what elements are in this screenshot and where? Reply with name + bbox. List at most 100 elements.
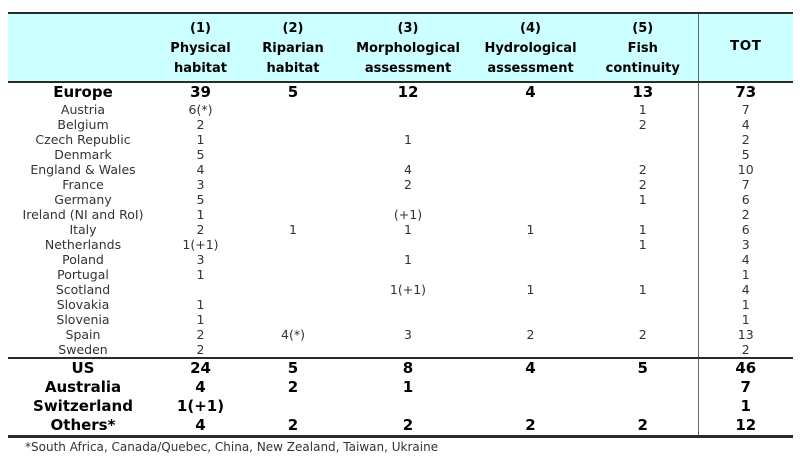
cell-value: 3 — [404, 327, 412, 342]
row-label: US — [8, 357, 158, 378]
cell-value — [473, 397, 588, 416]
cell-value — [343, 117, 473, 132]
col-number: (2) — [282, 21, 304, 36]
cell-value: 1 — [404, 222, 412, 237]
cell-value: 2 — [638, 117, 647, 132]
cell-total: 10 — [697, 162, 793, 177]
cell-value: 2 — [287, 416, 299, 434]
cell-value — [473, 207, 588, 222]
cell-value — [343, 237, 473, 252]
cell-value — [158, 282, 243, 297]
cell-value: 5 — [287, 83, 299, 101]
col-label-line1: Morphological — [356, 41, 460, 56]
row-label: France — [62, 177, 104, 192]
cell-total: 2 — [697, 132, 793, 147]
row-label: Spain — [65, 327, 101, 342]
table-row: Poland 3 1 4 — [8, 252, 793, 267]
cell-total: 1 — [697, 312, 793, 327]
row-label: Poland — [62, 252, 104, 267]
col-label: Morphological assessment — [343, 39, 473, 79]
cell-value — [473, 162, 588, 177]
cell-value: 24 — [158, 357, 243, 378]
row-label: Portugal — [57, 267, 109, 282]
assessment-methods-table: (1) Physical habitat (2) Riparian habita… — [8, 12, 793, 438]
col-label-line1: Fish — [627, 41, 658, 56]
cell-total: 4 — [697, 117, 793, 132]
cell-value: 1 — [196, 207, 205, 222]
table-row: Netherlands 1(+1) 1 3 — [8, 237, 793, 252]
cell-value: 4(*) — [281, 327, 305, 342]
cell-value — [343, 312, 473, 327]
cell-value — [473, 297, 588, 312]
table-row: Europe 39 5 12 4 13 73 — [8, 82, 793, 102]
row-label: Belgium — [57, 117, 109, 132]
cell-value — [473, 342, 588, 358]
cell-total: 1 — [697, 397, 793, 416]
cell-value: 13 — [632, 83, 654, 101]
table-body: Europe 39 5 12 4 13 73 Austria 6(*) 1 7 Belgium 2 2 4 C… — [8, 82, 793, 437]
row-label: England & Wales — [30, 162, 136, 177]
cell-value: 2 — [404, 177, 412, 192]
cell-value — [588, 297, 698, 312]
cell-total: 2 — [697, 342, 793, 358]
cell-value: 1 — [526, 282, 535, 297]
cell-value: (+1) — [393, 207, 423, 222]
cell-value: 1 — [196, 312, 205, 327]
table-row: Ireland (NI and RoI) 1 (+1) 2 — [8, 207, 793, 222]
cell-value: 1 — [196, 297, 205, 312]
cell-total: 12 — [697, 416, 793, 437]
row-label: Italy — [69, 222, 97, 237]
cell-value — [473, 267, 588, 282]
cell-value: 1 — [638, 237, 647, 252]
cell-value: 1 — [404, 132, 412, 147]
row-label: Czech Republic — [35, 132, 131, 147]
cell-value — [243, 162, 343, 177]
cell-value: 2 — [637, 416, 648, 434]
cell-value — [343, 267, 473, 282]
row-label: Denmark — [54, 147, 112, 162]
cell-value: 1 — [638, 222, 647, 237]
col-label-line1: Hydrological — [484, 41, 577, 56]
cell-value: 1 — [196, 267, 205, 282]
cell-value: 5 — [243, 357, 343, 378]
cell-value: 1 — [289, 222, 297, 237]
cell-value: 6(*) — [188, 102, 213, 117]
col-label-line2: habitat — [174, 61, 227, 76]
cell-value: 39 — [190, 83, 211, 101]
cell-total: 73 — [697, 82, 793, 102]
cell-value: 1 — [196, 132, 205, 147]
cell-value: 2 — [196, 342, 205, 357]
cell-value — [243, 397, 343, 416]
cell-value: 1(+1) — [389, 282, 427, 297]
cell-value: 1 — [526, 222, 535, 237]
cell-value: 4 — [473, 357, 588, 378]
cell-value — [588, 397, 698, 416]
cell-value — [343, 147, 473, 162]
header-row: (1) Physical habitat (2) Riparian habita… — [8, 13, 793, 83]
cell-value: 2 — [638, 162, 647, 177]
cell-value — [343, 397, 473, 416]
cell-value: 2 — [196, 327, 205, 342]
col-label-line1: Riparian — [262, 41, 324, 56]
col-label: Riparian habitat — [243, 39, 343, 79]
cell-value — [243, 177, 343, 192]
cell-value: 2 — [525, 416, 536, 434]
cell-value: 3 — [196, 252, 205, 267]
col-label-line2: continuity — [605, 61, 680, 76]
table-row: Sweden 2 2 — [8, 342, 793, 358]
cell-value — [473, 378, 588, 397]
col-label-line1: Physical — [170, 41, 231, 56]
cell-total: 7 — [697, 102, 793, 117]
cell-value — [243, 192, 343, 207]
cell-value — [343, 192, 473, 207]
col-label: Fish continuity — [588, 39, 698, 79]
header-col-riparian-habitat: (2) Riparian habitat — [243, 13, 343, 83]
cell-value — [473, 312, 588, 327]
cell-value — [243, 297, 343, 312]
cell-value: 4 — [195, 416, 206, 434]
cell-value — [588, 147, 698, 162]
cell-value: 4 — [525, 83, 536, 101]
cell-value — [243, 312, 343, 327]
cell-value — [588, 252, 698, 267]
cell-value — [473, 132, 588, 147]
